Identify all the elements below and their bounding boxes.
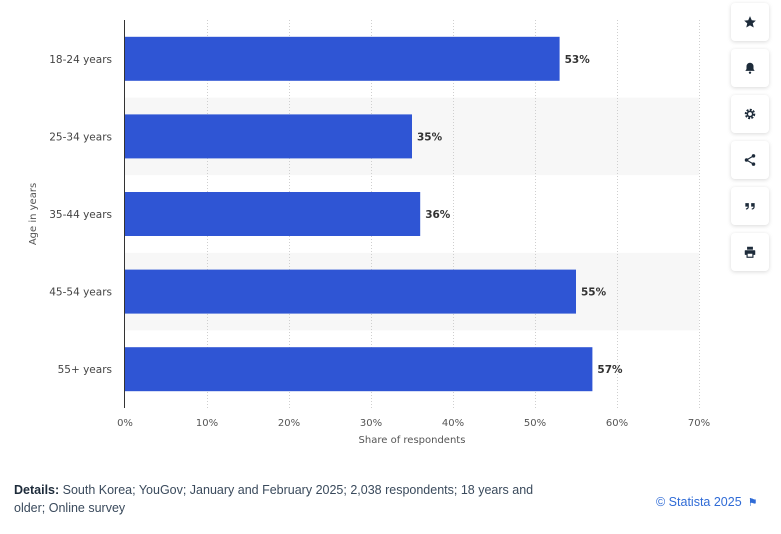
data-label: 53% <box>565 54 591 66</box>
settings-button[interactable] <box>731 95 769 133</box>
data-labels: 53% 35% 36% 55% 57% <box>417 54 623 376</box>
category-label: 55+ years <box>58 364 112 376</box>
x-tick-label: 40% <box>442 418 464 429</box>
quote-icon <box>745 203 755 210</box>
bar-chart: 18-24 years 25-34 years 35-44 years 45-54 y… <box>28 20 710 446</box>
category-label: 25-34 years <box>49 131 112 143</box>
data-label: 55% <box>581 287 607 299</box>
bar <box>125 347 593 392</box>
bar <box>125 36 560 81</box>
x-axis-title: Share of respondents <box>359 435 466 446</box>
copyright-text: © Statista 2025 <box>656 495 742 509</box>
favorite-button[interactable] <box>731 3 769 41</box>
bell-icon <box>745 62 755 74</box>
y-axis-title: Age in years <box>28 183 39 245</box>
gear-icon <box>744 108 756 120</box>
x-tick-label: 20% <box>278 418 300 429</box>
cite-button[interactable] <box>731 187 769 225</box>
print-button[interactable] <box>731 233 769 271</box>
x-tick-label: 10% <box>196 418 218 429</box>
x-tick-label: 0% <box>117 418 133 429</box>
copyright-link[interactable]: © Statista 2025 ⚑ <box>656 495 758 509</box>
bars <box>125 36 593 392</box>
data-label: 35% <box>417 131 443 143</box>
category-label: 35-44 years <box>49 209 112 221</box>
details-text: South Korea; YouGov; January and Februar… <box>14 483 534 515</box>
bar <box>125 269 576 314</box>
share-button[interactable] <box>731 141 769 179</box>
flag-icon: ⚑ <box>747 496 758 509</box>
x-tick-labels: 0% 10% 20% 30% 40% 50% 60% 70% <box>117 418 710 429</box>
category-label: 18-24 years <box>49 54 112 66</box>
source-details: Details: South Korea; YouGov; January an… <box>14 481 544 517</box>
data-label: 57% <box>597 364 623 376</box>
print-icon <box>744 246 756 258</box>
x-tick-label: 30% <box>360 418 382 429</box>
data-label: 36% <box>425 209 451 221</box>
x-tick-label: 70% <box>688 418 710 429</box>
notification-button[interactable] <box>731 49 769 87</box>
bar <box>125 192 421 236</box>
details-label: Details: <box>14 483 60 497</box>
category-label: 45-54 years <box>49 287 112 299</box>
star-icon <box>744 16 756 28</box>
category-labels: 18-24 years 25-34 years 35-44 years 45-54 y… <box>49 54 112 376</box>
x-tick-label: 60% <box>606 418 628 429</box>
share-icon <box>744 154 756 166</box>
bar <box>125 114 412 159</box>
x-tick-label: 50% <box>524 418 546 429</box>
